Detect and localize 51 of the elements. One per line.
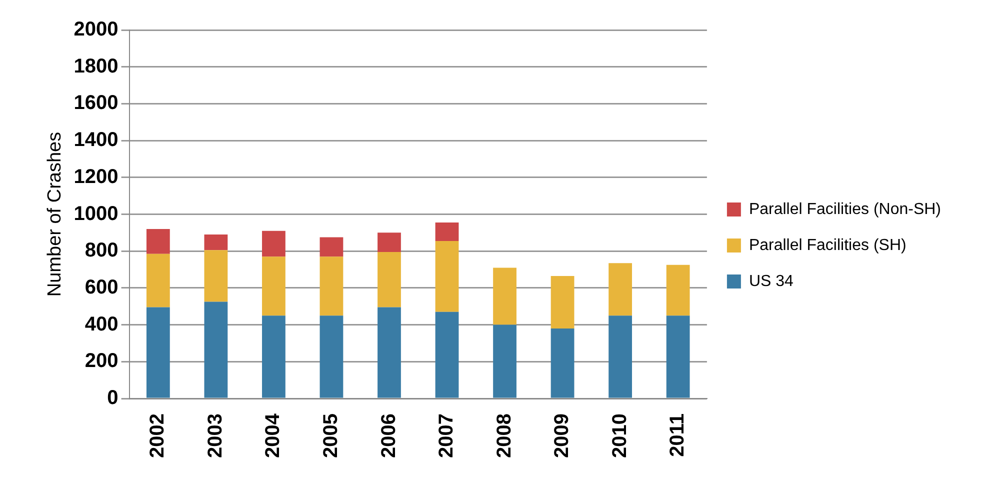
bar: [204, 234, 228, 250]
y-tick-label: 1600: [74, 92, 118, 114]
bar: [608, 263, 632, 316]
bar: [262, 256, 286, 316]
x-tick-label: 2007: [436, 414, 458, 458]
bar: [666, 316, 690, 398]
x-tick-label: 2009: [551, 414, 574, 458]
x-tick-label: 2003: [204, 414, 226, 458]
y-tick-label: 1000: [74, 202, 118, 225]
bar: [320, 256, 344, 316]
y-tick-label: 200: [84, 350, 118, 372]
y-tick-label: 1200: [74, 166, 118, 188]
bar: [435, 240, 459, 312]
bar: [378, 307, 401, 398]
bar: [204, 250, 228, 302]
bar: [666, 264, 690, 316]
y-tick-label: 1800: [74, 55, 118, 78]
bar: [262, 316, 286, 398]
y-axis-title: Number of Crashes: [44, 132, 66, 297]
y-tick-label: 800: [84, 240, 118, 262]
y-tick-label: 2000: [74, 18, 118, 41]
x-tick-label: 2008: [493, 414, 516, 458]
x-tick-label: 2010: [608, 414, 631, 458]
bar: [493, 324, 516, 398]
legend-label: Parallel Facilities (Non-SH): [748, 200, 941, 218]
y-tick-label: 600: [84, 276, 118, 298]
legend-label: US 34: [748, 272, 794, 290]
bar: [378, 232, 401, 252]
bar: [435, 222, 459, 241]
bar: [378, 252, 401, 308]
x-tick-label: 2004: [262, 412, 284, 458]
bar: [204, 302, 228, 398]
legend-label: Parallel Facilities (SH): [748, 236, 906, 254]
bar: [146, 307, 170, 398]
bar: [146, 254, 170, 308]
bar: [550, 328, 574, 398]
bar: [146, 228, 170, 254]
x-tick-label: 2011: [666, 414, 689, 457]
bar: [493, 268, 516, 325]
bar: [550, 276, 574, 328]
bar: [320, 316, 344, 398]
bar: [320, 237, 344, 257]
bar: [262, 230, 286, 257]
x-tick-label: 2006: [378, 414, 400, 458]
y-tick-label: 1400: [74, 129, 118, 152]
bar: [435, 312, 459, 398]
x-tick-label: 2005: [320, 414, 342, 458]
bar: [608, 316, 632, 398]
y-tick-label: 400: [84, 313, 118, 336]
x-tick-label: 2002: [146, 414, 169, 458]
y-tick-label: 0: [107, 387, 118, 410]
